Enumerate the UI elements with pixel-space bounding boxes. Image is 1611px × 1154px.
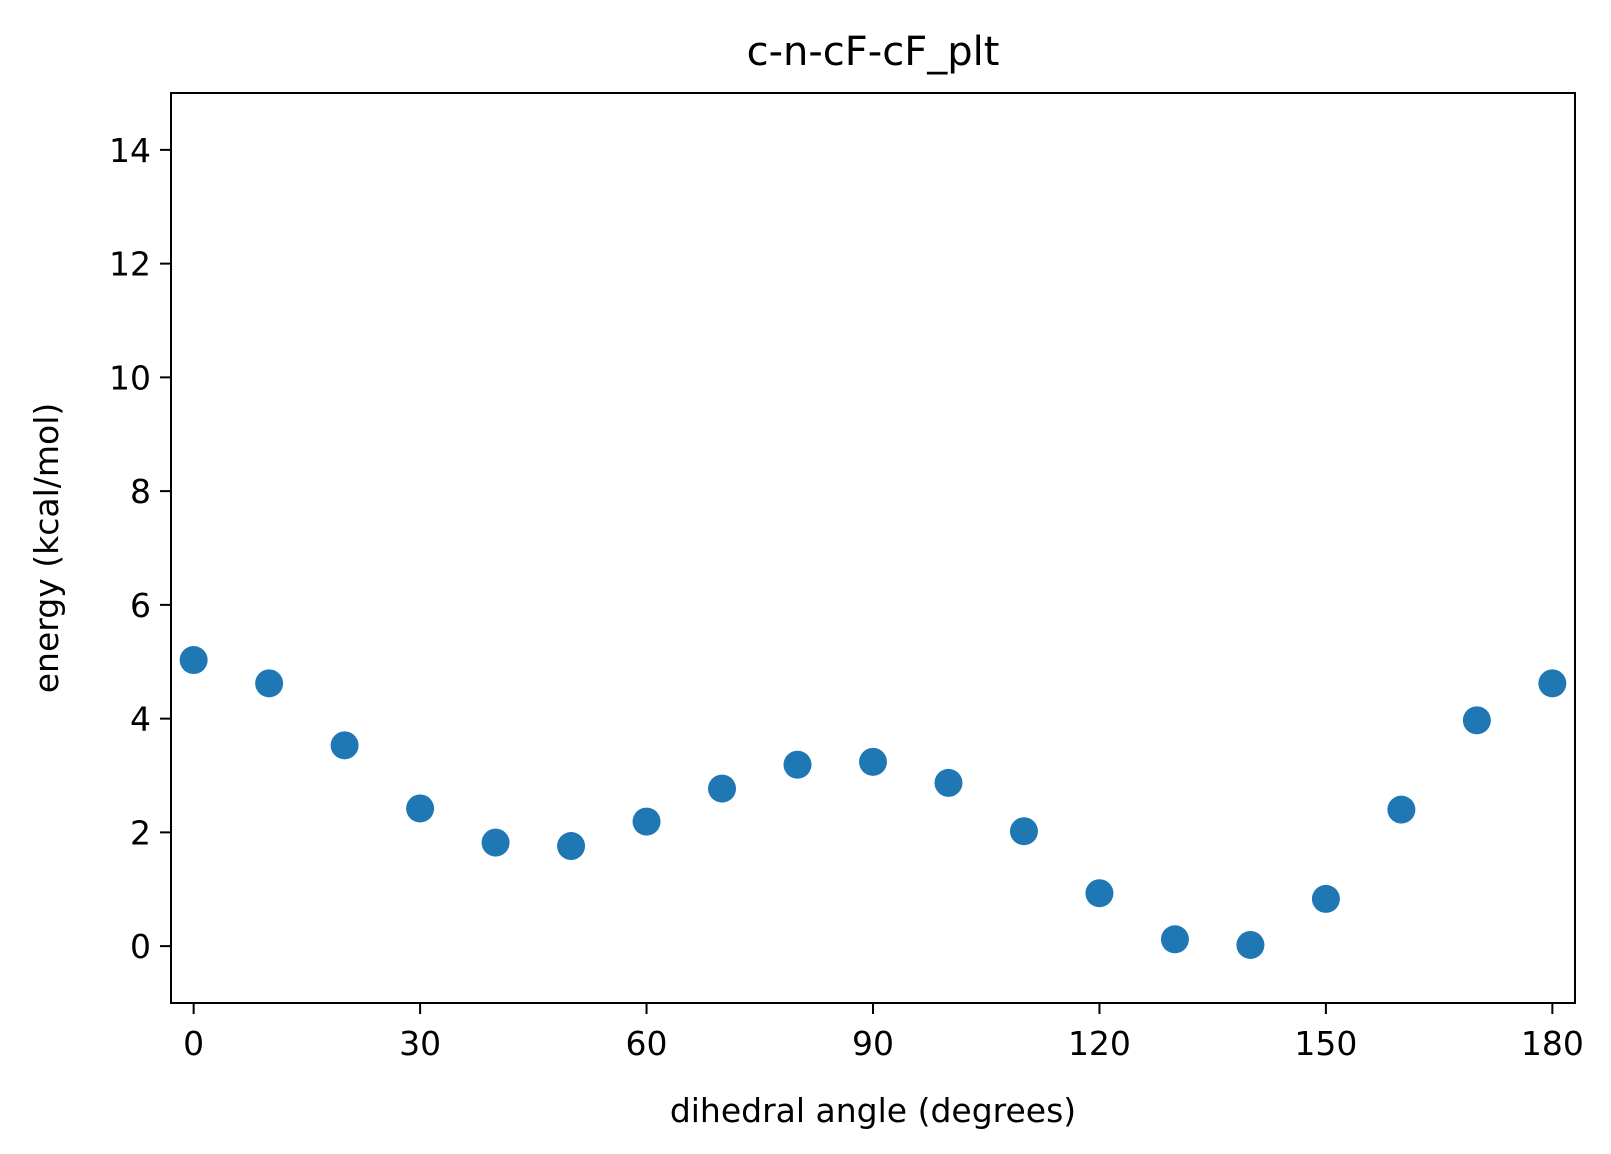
x-tick-label: 0 — [183, 1024, 204, 1063]
data-point — [1236, 930, 1265, 959]
data-point — [708, 774, 737, 803]
y-tick-label: 6 — [130, 586, 151, 625]
data-point — [481, 828, 510, 857]
data-point — [557, 832, 586, 861]
y-tick-label: 2 — [130, 813, 151, 852]
data-point — [1538, 669, 1567, 698]
chart-title: c-n-cF-cF_plt — [747, 29, 1000, 75]
data-point — [406, 794, 435, 823]
x-tick-label: 120 — [1068, 1024, 1131, 1063]
y-axis-ticks: 0 2 4 6 8 10 12 14 — [109, 131, 171, 966]
x-tick-label: 60 — [626, 1024, 668, 1063]
y-tick-label: 0 — [130, 927, 151, 966]
data-point — [859, 747, 887, 776]
y-tick-label: 10 — [109, 358, 151, 397]
data-point — [179, 646, 208, 675]
data-point — [632, 807, 661, 836]
data-point — [330, 731, 359, 760]
data-point — [1387, 795, 1416, 824]
x-tick-label: 30 — [399, 1024, 441, 1063]
y-axis-label: energy (kcal/mol) — [27, 403, 66, 694]
data-point — [1311, 884, 1340, 913]
data-point — [1462, 706, 1491, 735]
data-point — [255, 669, 284, 698]
x-axis-label: dihedral angle (degrees) — [670, 1091, 1076, 1130]
y-tick-label: 14 — [109, 131, 151, 170]
data-points — [179, 646, 1567, 959]
data-point — [1009, 817, 1038, 846]
x-axis-ticks: 0 30 60 90 120 150 180 — [183, 1003, 1584, 1063]
data-point — [1160, 925, 1189, 954]
data-point — [783, 750, 812, 779]
y-tick-label: 8 — [130, 472, 151, 511]
data-point — [934, 768, 963, 797]
x-tick-label: 180 — [1521, 1024, 1584, 1063]
data-point — [1085, 879, 1114, 908]
x-tick-label: 150 — [1294, 1024, 1357, 1063]
x-tick-label: 90 — [852, 1024, 894, 1063]
y-tick-label: 4 — [130, 700, 151, 739]
y-tick-label: 12 — [109, 245, 151, 284]
